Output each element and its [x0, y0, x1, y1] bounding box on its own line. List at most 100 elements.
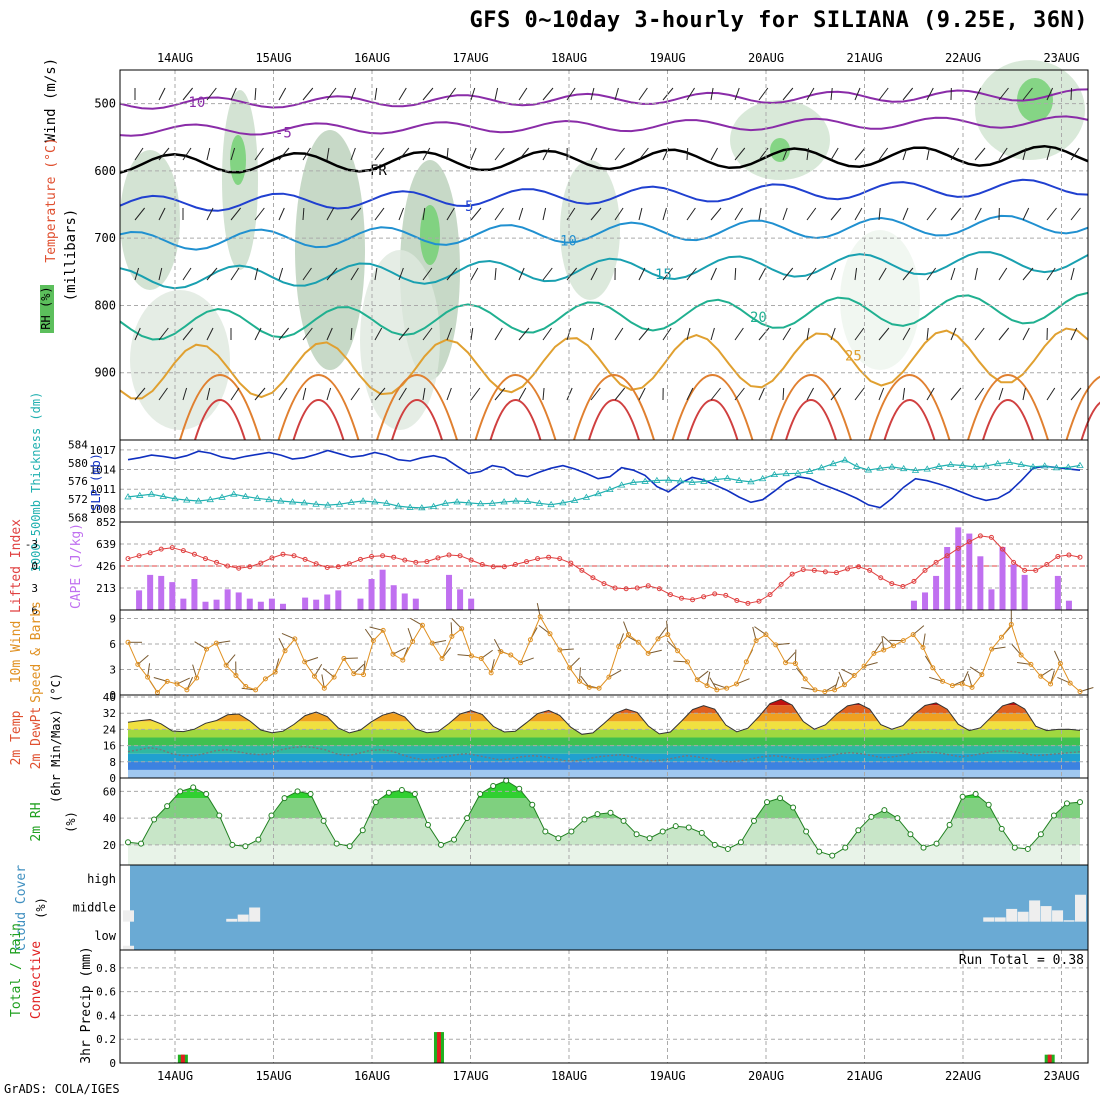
rh-marker	[359, 827, 366, 834]
wind-speed-marker	[704, 683, 710, 689]
cloud-bar	[123, 910, 134, 922]
wind-speed-marker	[361, 672, 367, 678]
li-marker	[734, 597, 740, 603]
isotherm-line	[119, 115, 1089, 137]
cape-bar	[313, 599, 320, 610]
date-label-bottom: 20AUG	[748, 1069, 784, 1083]
li-marker	[546, 554, 552, 560]
wind-barb	[686, 267, 697, 281]
rh-marker	[959, 793, 966, 800]
wind-speed-marker	[743, 659, 749, 665]
rh-shade	[840, 230, 920, 370]
thickness-marker	[606, 485, 614, 493]
wind-barb	[926, 387, 935, 401]
axis-label: 3hr Precip (mm)	[79, 946, 94, 1063]
wind-speed-marker	[449, 633, 455, 639]
wind-barb	[230, 207, 242, 221]
rh-marker	[737, 839, 744, 846]
li-marker	[125, 556, 131, 562]
wind-speed-marker	[469, 653, 475, 659]
thickness-marker	[1017, 460, 1025, 467]
wind-speed-marker	[223, 662, 229, 668]
wind-barb	[1070, 147, 1080, 161]
li-marker	[1077, 554, 1083, 560]
wind-barb	[398, 327, 410, 341]
thickness-marker	[641, 477, 649, 484]
wind-barb	[398, 267, 404, 281]
wind-barb	[446, 387, 452, 401]
wind-barb	[470, 387, 481, 401]
wind-speed-marker	[998, 634, 1004, 640]
li-marker	[977, 533, 983, 539]
rh-marker	[764, 799, 771, 806]
wind-barb	[254, 87, 257, 101]
li-marker	[191, 551, 197, 557]
thickness-marker	[923, 465, 931, 472]
wind-barb	[638, 207, 643, 221]
li-marker	[169, 545, 175, 551]
wind-barb	[710, 267, 717, 281]
wind-speed-marker	[576, 678, 582, 684]
wind-barb	[230, 147, 236, 161]
li-line	[127, 535, 1081, 604]
wind-speed-marker	[783, 660, 789, 666]
wind-speed-marker	[351, 671, 357, 677]
cape-bar	[401, 593, 408, 610]
wind-barb	[878, 207, 881, 221]
cape-bar	[944, 546, 951, 610]
li-marker	[878, 575, 884, 581]
rh-marker	[920, 844, 927, 851]
wind-barb	[254, 327, 262, 341]
rh-marker	[203, 791, 210, 798]
thickness-marker	[876, 464, 884, 471]
axis-label: RH (%)	[39, 286, 53, 329]
wind-barb	[134, 207, 146, 221]
wind-barb	[830, 87, 833, 101]
cloud-bar	[983, 917, 995, 922]
wind-barb	[302, 207, 305, 221]
wind-barb	[182, 387, 188, 401]
wind-barb	[614, 207, 624, 221]
wind-speed-marker	[979, 672, 985, 678]
li-marker	[988, 534, 994, 540]
wind-barb	[182, 267, 192, 281]
wind-barb	[614, 387, 626, 401]
wind-barb	[470, 147, 477, 161]
date-label-bottom: 16AUG	[354, 1069, 390, 1083]
thickness-marker	[629, 478, 638, 485]
wind-barb	[518, 267, 525, 281]
wind-speed-marker	[616, 644, 622, 650]
rh-marker	[542, 828, 549, 835]
wind-barb	[902, 387, 906, 401]
isotherm-line	[1080, 401, 1100, 441]
isotherm-line	[785, 399, 837, 441]
wind-barb	[926, 147, 930, 161]
date-label-top: 23AUG	[1043, 51, 1079, 65]
li-marker	[845, 566, 851, 572]
cape-bar	[246, 598, 253, 610]
li-marker	[645, 583, 651, 589]
thickness-marker	[911, 466, 920, 473]
temp-bands	[128, 699, 1080, 778]
rh-marker	[803, 828, 810, 835]
thickness-marker	[394, 502, 403, 509]
wind-barb	[1046, 207, 1057, 221]
wind-barb	[614, 327, 624, 341]
li-marker	[1022, 567, 1028, 573]
rh-tick: 40	[103, 812, 116, 825]
thickness-marker	[476, 500, 485, 507]
thickness-marker	[817, 464, 826, 471]
wind-barb	[974, 87, 982, 101]
li-marker	[966, 539, 972, 545]
cape-bar	[1065, 600, 1072, 610]
axis-label: Cloud Cover	[14, 865, 29, 951]
wind-barb	[974, 327, 985, 341]
slp-tick: 1014	[90, 464, 117, 477]
cloud-bar	[994, 917, 1006, 922]
wind-barb	[470, 87, 476, 101]
wind-barb	[350, 87, 357, 101]
wind-barb	[350, 147, 356, 161]
pressure-tick: 700	[94, 231, 116, 245]
li-marker	[512, 562, 518, 568]
li-marker	[380, 553, 386, 559]
